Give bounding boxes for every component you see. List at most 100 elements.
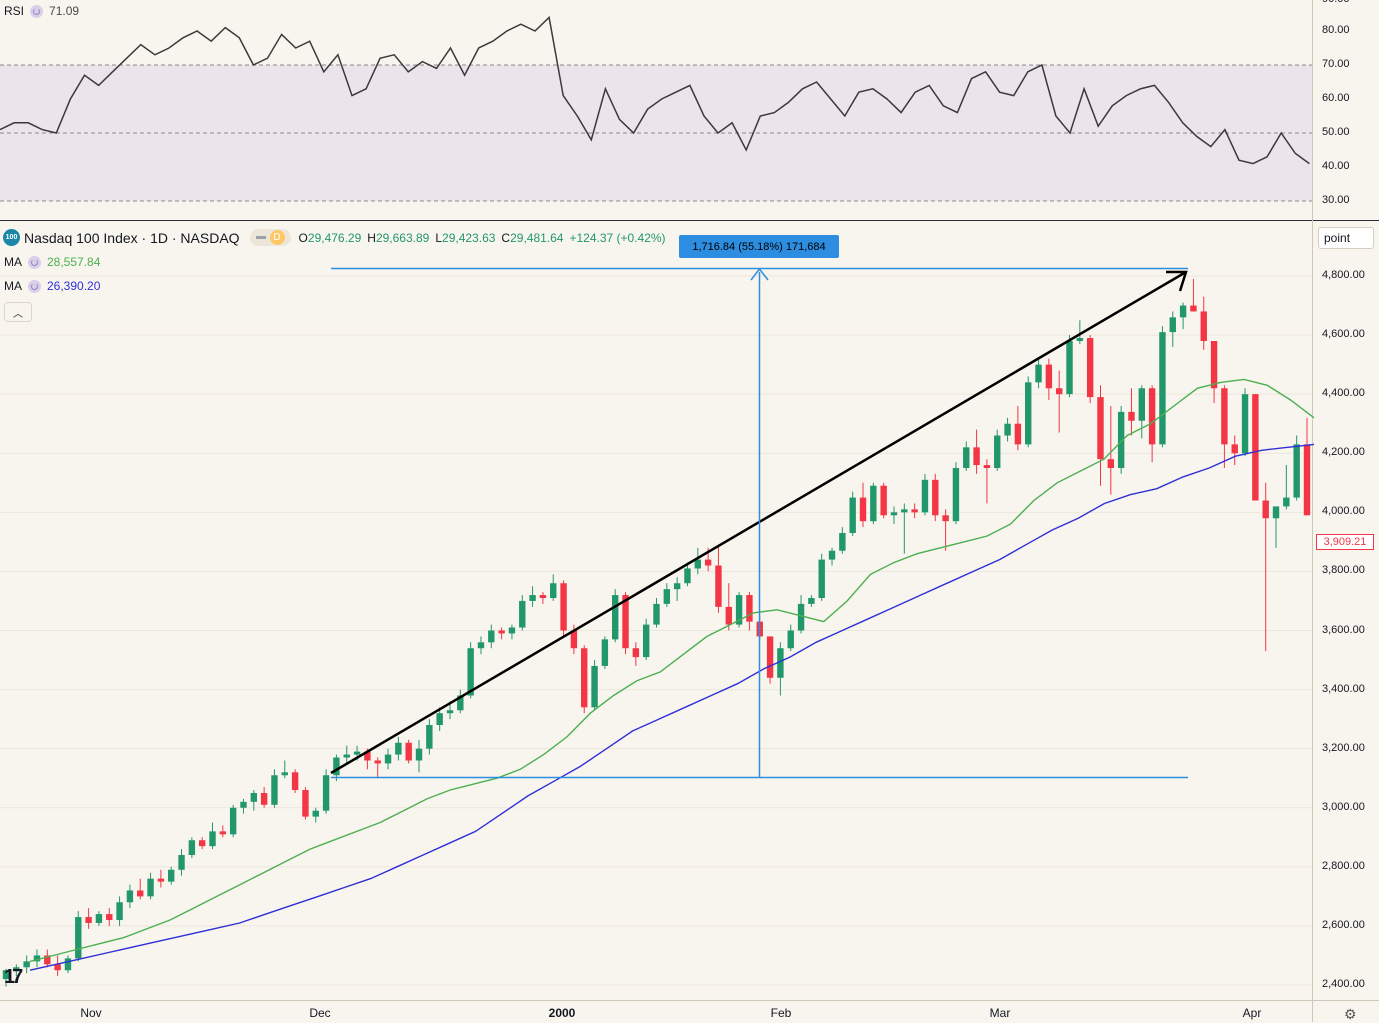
price-axis-label: 2,400.00 — [1322, 978, 1365, 990]
candle — [859, 482, 867, 528]
candle — [250, 790, 258, 811]
rsi-axis-label: 80.00 — [1322, 24, 1350, 36]
time-axis-label: Mar — [989, 1006, 1011, 1020]
candle-body — [1148, 388, 1156, 445]
low-key: L — [435, 230, 443, 245]
candle-body — [333, 757, 340, 776]
candle-body — [322, 775, 330, 811]
tradingview-logo-icon[interactable]: 17 — [4, 966, 23, 988]
rsi-settings-icon[interactable] — [30, 4, 44, 18]
candle-body — [1035, 364, 1042, 383]
symbol-legend: 100 Nasdaq 100 Index · 1D · NASDAQ D O 29… — [3, 229, 672, 246]
price-axis-label: 3,200.00 — [1322, 741, 1365, 754]
candle-body — [601, 639, 609, 666]
candle — [1283, 465, 1290, 510]
candle — [209, 822, 216, 850]
candle — [942, 509, 949, 551]
candle-body — [952, 468, 960, 522]
candle-body — [642, 624, 650, 658]
visibility-icon — [255, 236, 266, 239]
candle-body — [901, 509, 908, 513]
candle — [653, 598, 660, 628]
candle — [1055, 370, 1063, 433]
current-price-tag: 3,909.21 — [1316, 534, 1374, 550]
candle — [477, 636, 485, 655]
symbol-title[interactable]: Nasdaq 100 Index · 1D · NASDAQ — [24, 229, 240, 246]
candle — [1159, 326, 1166, 448]
candle-body — [2, 970, 10, 980]
price-axis-label: 3,600.00 — [1322, 623, 1365, 636]
candle-body — [663, 589, 671, 604]
candle — [787, 624, 794, 652]
ma1-settings-icon[interactable] — [28, 255, 41, 269]
candle-body — [436, 713, 443, 726]
interval-badge[interactable]: D — [249, 229, 291, 246]
candle — [498, 627, 505, 640]
low-value: 29,423.63 — [442, 230, 496, 245]
candle — [23, 955, 30, 974]
candle — [1231, 435, 1238, 466]
candle-body — [95, 914, 103, 923]
candle — [1128, 388, 1135, 436]
candle — [126, 884, 134, 909]
price-pane[interactable] — [0, 275, 1379, 1001]
candle — [1200, 296, 1207, 350]
candle-body — [839, 533, 846, 551]
candle-body — [725, 606, 732, 625]
price-unit-button[interactable]: point — [1318, 227, 1374, 249]
collapse-legend-button[interactable]: ︿ — [4, 302, 32, 322]
candle — [746, 592, 753, 631]
candle — [374, 757, 381, 779]
gear-icon[interactable]: ⚙ — [1344, 1006, 1357, 1022]
candle — [715, 544, 722, 613]
candle-body — [519, 600, 526, 628]
candle — [426, 719, 433, 755]
candle-body — [880, 485, 887, 516]
trend-arrow-head — [1166, 270, 1188, 292]
candle — [983, 459, 991, 504]
candle — [880, 482, 887, 519]
candle — [581, 645, 588, 714]
candle — [1066, 335, 1073, 398]
candle — [322, 769, 330, 814]
candle-body — [735, 595, 743, 625]
price-axis-label: 4,200.00 — [1322, 446, 1365, 459]
candle-body — [581, 648, 588, 708]
candle — [116, 896, 123, 926]
candle — [550, 574, 557, 601]
price-axis-label: 4,600.00 — [1322, 328, 1365, 341]
candle-body — [632, 648, 640, 658]
candle-body — [1097, 397, 1104, 460]
candle-body — [550, 583, 557, 599]
measure-label[interactable]: 1,716.84 (55.18%) 171,684 — [679, 235, 839, 258]
ma2-value: 26,390.20 — [47, 279, 101, 293]
candle — [1086, 335, 1094, 404]
candle-body — [188, 840, 196, 856]
candle — [436, 707, 443, 731]
candle-body — [271, 775, 278, 805]
candle-body — [849, 497, 856, 534]
drawings-layer[interactable] — [330, 267, 1188, 779]
candle-body — [870, 485, 877, 522]
candle-body — [942, 515, 949, 522]
candle-body — [405, 742, 412, 761]
candle-body — [653, 603, 660, 625]
candle-body — [1117, 411, 1125, 469]
candle-body — [797, 603, 805, 631]
candle — [1303, 417, 1311, 516]
candle-body — [1190, 305, 1197, 312]
ma-green-line — [29, 378, 1315, 963]
candle-body — [529, 595, 536, 601]
candle — [1262, 482, 1269, 652]
candle — [1169, 311, 1176, 347]
candle-body — [157, 878, 165, 882]
candle — [488, 624, 495, 649]
candle — [694, 547, 702, 575]
candle — [1241, 388, 1249, 457]
ma2-settings-icon[interactable] — [28, 279, 41, 293]
candle-body — [622, 595, 629, 649]
rsi-axis-label: 30.00 — [1322, 194, 1350, 206]
candle-body — [343, 754, 350, 758]
